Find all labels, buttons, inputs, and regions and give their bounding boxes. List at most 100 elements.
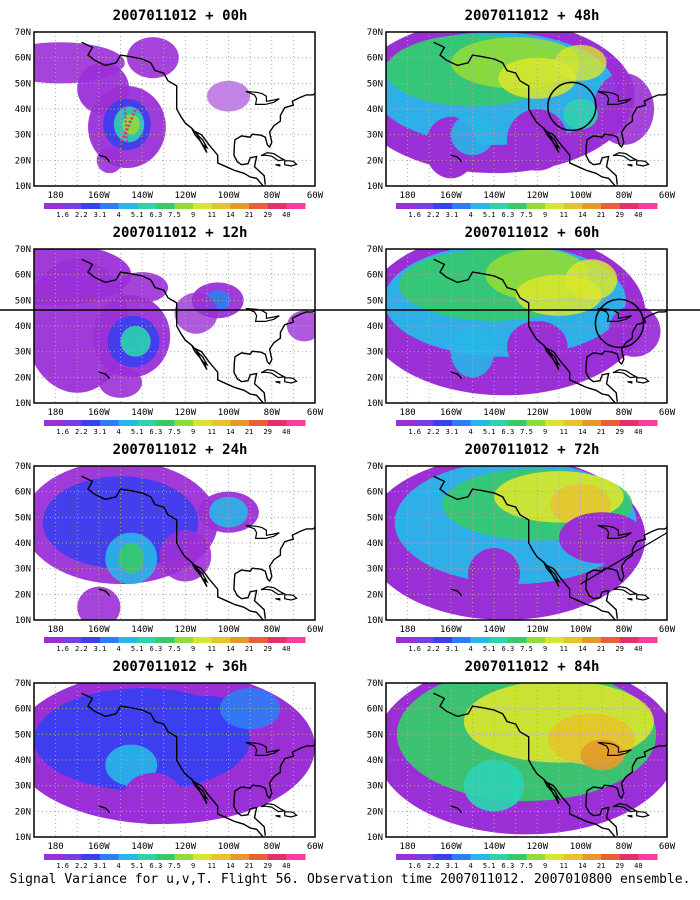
colorbar-label: 2.2 (427, 645, 440, 653)
latitude-label: 30N (367, 348, 383, 358)
colorbar-swatch (507, 637, 527, 643)
longitude-label: 160W (88, 408, 110, 418)
coastline (450, 371, 463, 380)
colorbar-swatch (545, 420, 565, 426)
colorbar-label: 2.2 (427, 211, 440, 219)
colorbar-label: 1.6 (56, 211, 69, 219)
longitude-label: 160W (440, 408, 462, 418)
colorbar-swatch (526, 637, 546, 643)
latitude-label: 20N (367, 156, 383, 166)
colorbar-swatch (396, 854, 416, 860)
colorbar-swatch (155, 854, 175, 860)
latitude-label: 50N (15, 79, 31, 89)
colorbar-swatch (507, 854, 527, 860)
colorbar-swatch (526, 854, 546, 860)
colorbar-label: 9 (191, 428, 195, 436)
panel-title-36h: 2007011012 + 36h (112, 659, 248, 675)
longitude-label: 80W (616, 408, 633, 418)
colorbar-label: 1.6 (408, 862, 421, 870)
colorbar-swatch (62, 203, 82, 209)
colorbar-label: 4 (116, 428, 120, 436)
panel-title-60h: 2007011012 + 60h (464, 225, 600, 241)
colorbar-swatch (230, 420, 250, 426)
map-panel-24h: 70N 60N 50N 40N 30N 20N 10N 180 160W 140W 120W 100W… (15, 462, 324, 653)
coastline (98, 371, 111, 380)
longitude-label: 120W (174, 191, 196, 201)
colorbar-swatch (638, 637, 658, 643)
colorbar-swatch (601, 203, 621, 209)
colorbar-swatch (249, 203, 269, 209)
colorbar-swatch (414, 854, 434, 860)
longitude-label: 80W (264, 191, 281, 201)
longitude-label: 120W (174, 842, 196, 852)
colorbar-swatch (451, 637, 472, 643)
variance-field-shape (118, 543, 145, 574)
longitude-label: 180 (399, 625, 415, 635)
colorbar-label: 7.5 (520, 645, 533, 653)
latitude-label: 60N (367, 271, 383, 281)
longitude-label: 60W (659, 191, 676, 201)
colorbar-label: 29 (263, 862, 271, 870)
map-frame (33, 248, 316, 404)
longitude-label: 140W (131, 842, 153, 852)
colorbar-label: 29 (263, 645, 271, 653)
colorbar-swatch (211, 203, 231, 209)
coastline (612, 368, 639, 379)
coastline (191, 561, 208, 587)
longitude-label: 140W (483, 191, 505, 201)
colorbar-label: 9 (543, 645, 547, 653)
colorbar-swatch (99, 203, 120, 209)
colorbar-swatch (230, 854, 250, 860)
colorbar-swatch (267, 854, 287, 860)
colorbar-label: 1.6 (56, 645, 69, 653)
colorbar-swatch (526, 203, 546, 209)
longitude-label: 80W (264, 625, 281, 635)
coastline (585, 309, 667, 402)
colorbar-swatch (137, 637, 157, 643)
longitude-label: 180 (47, 625, 63, 635)
colorbar-swatch (249, 854, 269, 860)
colorbar-label: 14 (226, 645, 234, 653)
map-panel-36h: 70N 60N 50N 40N 30N 20N 10N 180 160W 140W 120W 100W… (15, 679, 324, 870)
colorbar-swatch (193, 637, 213, 643)
coastline (627, 381, 633, 384)
longitude-label: 80W (264, 408, 281, 418)
colorbar-swatch (193, 203, 213, 209)
latitude-label: 60N (15, 705, 31, 715)
figure-caption: Signal Variance for u,v,T. Flight 56. Ob… (9, 872, 691, 887)
colorbar-swatch (193, 420, 213, 426)
colorbar-swatch (44, 420, 64, 426)
longitude-label: 100W (218, 625, 240, 635)
colorbar-swatch (638, 420, 658, 426)
coastline (260, 802, 287, 813)
colorbar-swatch (582, 203, 602, 209)
coastline (585, 743, 667, 836)
colorbar-label: 40 (634, 645, 642, 653)
colorbar-label: 1.6 (408, 645, 421, 653)
colorbar-swatch (489, 854, 509, 860)
colorbar-label: 21 (597, 211, 605, 219)
longitude-label: 180 (399, 842, 415, 852)
colorbar-label: 11 (560, 862, 568, 870)
coastline (612, 585, 639, 596)
colorbar-swatch (601, 637, 621, 643)
colorbar-swatch (211, 854, 231, 860)
colorbar-label: 21 (245, 645, 253, 653)
coastline (627, 598, 633, 601)
colorbar-swatch (174, 203, 194, 209)
colorbar-label: 5.1 (483, 428, 496, 436)
colorbar-swatch (619, 637, 639, 643)
colorbar-swatch (211, 637, 231, 643)
coastline (543, 344, 560, 370)
colorbar-label: 7.5 (168, 211, 181, 219)
latitude-label: 20N (367, 373, 383, 383)
colorbar-swatch (286, 854, 306, 860)
colorbar-label: 4 (116, 211, 120, 219)
variance-field-shape (116, 272, 169, 303)
colorbar-swatch (286, 203, 306, 209)
colorbar-label: 7.5 (168, 645, 181, 653)
latitude-label: 50N (15, 513, 31, 523)
latitude-label: 60N (367, 54, 383, 64)
colorbar-label: 29 (615, 211, 623, 219)
